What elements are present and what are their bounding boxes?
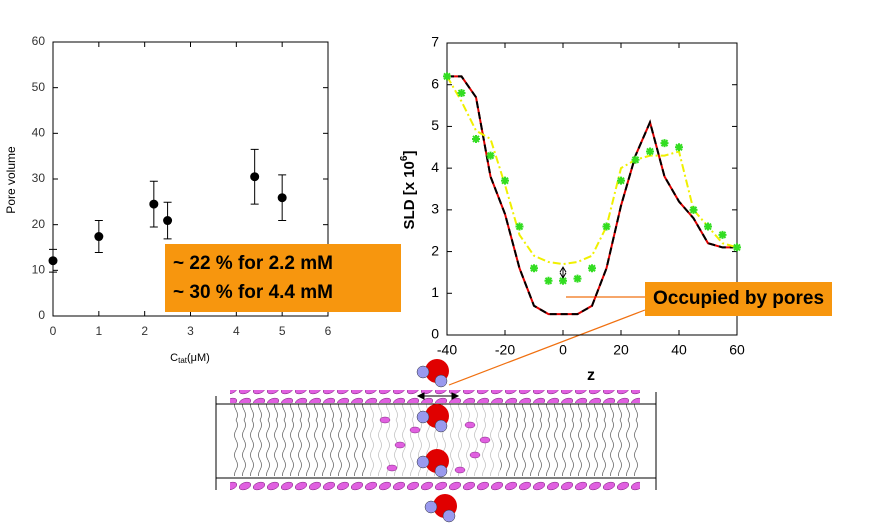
x-tick-label: 20 bbox=[613, 342, 629, 358]
y-tick-label: 40 bbox=[32, 126, 46, 140]
annotation: Occupied by pores bbox=[645, 282, 833, 316]
y-tick-label: 20 bbox=[32, 217, 46, 231]
x-tick-label: -40 bbox=[437, 342, 457, 358]
x-tick-label: 4 bbox=[233, 324, 240, 338]
x-tick-label: 5 bbox=[279, 324, 286, 338]
star-marker bbox=[617, 176, 625, 185]
y-tick-label: 5 bbox=[431, 117, 439, 133]
star-marker bbox=[486, 151, 495, 160]
star-marker bbox=[631, 155, 640, 164]
y-axis-label-sup: 6 bbox=[399, 155, 410, 161]
point bbox=[94, 232, 104, 242]
x-axis-label: Ctat(μM) bbox=[170, 352, 210, 365]
star-marker bbox=[573, 274, 582, 283]
star-marker bbox=[472, 134, 480, 143]
x-tick-label: 2 bbox=[141, 324, 148, 338]
star-marker bbox=[501, 176, 509, 185]
membrane-diagram bbox=[215, 296, 657, 523]
line-series bbox=[447, 75, 737, 316]
y-axis-label-end: ] bbox=[401, 151, 418, 156]
point bbox=[48, 256, 58, 266]
star-marker bbox=[689, 205, 698, 214]
y-tick-label: 4 bbox=[431, 159, 439, 175]
star-marker bbox=[733, 243, 741, 252]
star-marker bbox=[544, 276, 553, 285]
star-marker bbox=[704, 222, 712, 231]
y-tick-label: 2 bbox=[431, 242, 439, 258]
star-marker bbox=[660, 139, 669, 148]
x-axis-label-main: C bbox=[170, 352, 178, 364]
y-tick-label: 3 bbox=[431, 201, 439, 217]
difference-arrow bbox=[559, 266, 567, 279]
star-marker bbox=[588, 264, 596, 273]
x-axis-label-unit: (μM) bbox=[187, 352, 210, 364]
x-tick-label: 0 bbox=[50, 324, 57, 338]
y-tick-label: 7 bbox=[431, 34, 439, 50]
x-tick-label: 40 bbox=[671, 342, 687, 358]
star-marker bbox=[515, 222, 524, 231]
x-tick-label: 3 bbox=[187, 324, 194, 338]
star-marker bbox=[559, 276, 567, 285]
point bbox=[149, 199, 159, 209]
annotation-box: ~ 22 % for 2.2 mM ~ 30 % for 4.4 mM bbox=[165, 244, 401, 312]
x-tick-label: 6 bbox=[325, 324, 332, 338]
plot-frame bbox=[446, 42, 738, 336]
point bbox=[277, 193, 287, 203]
y-axis-label: SLD [x 106] bbox=[399, 151, 418, 230]
star-marker bbox=[457, 89, 466, 98]
line-series bbox=[447, 75, 737, 316]
x-tick-label: 1 bbox=[95, 324, 102, 338]
y-tick-label: 50 bbox=[32, 80, 46, 94]
annotation: ~ 30 % for 4.4 mM bbox=[173, 282, 333, 303]
x-tick-label: 0 bbox=[559, 342, 567, 358]
y-tick-label: 30 bbox=[32, 171, 46, 185]
x-axis-label-sub: tat bbox=[178, 356, 188, 365]
point bbox=[163, 216, 173, 226]
y-tick-label: 60 bbox=[32, 34, 46, 48]
line-series bbox=[446, 75, 738, 266]
y-tick-label: 1 bbox=[431, 284, 439, 300]
star-marker bbox=[675, 143, 683, 152]
x-axis-label: z bbox=[587, 367, 595, 384]
x-tick-label: 60 bbox=[729, 342, 745, 358]
y-tick-label: 0 bbox=[431, 326, 439, 342]
point bbox=[250, 172, 260, 182]
x-tick-label: -20 bbox=[495, 342, 515, 358]
y-axis-label-main: SLD [x 10 bbox=[401, 161, 418, 229]
y-tick-label: 0 bbox=[38, 308, 45, 322]
star-marker bbox=[530, 264, 538, 273]
star-marker bbox=[443, 72, 451, 81]
y-tick-label: 10 bbox=[32, 263, 46, 277]
star-marker bbox=[646, 147, 654, 156]
star-marker bbox=[602, 222, 611, 231]
star-marker bbox=[718, 230, 727, 239]
annotation: ~ 22 % for 2.2 mM bbox=[173, 253, 333, 274]
y-tick-label: 6 bbox=[431, 75, 439, 91]
y-axis-label: Pore volume bbox=[4, 146, 18, 214]
